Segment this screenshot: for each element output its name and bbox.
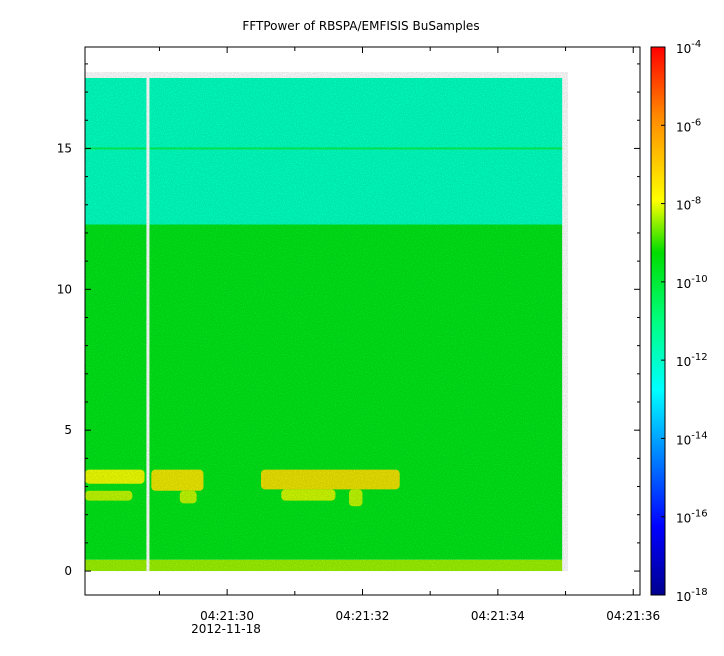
texture-overlay: [85, 72, 568, 571]
colorbar-tick-label: 10-4: [676, 39, 701, 56]
x-date-label: 2012-11-18: [191, 622, 261, 636]
colorbar-tick-label: 10-8: [676, 196, 701, 213]
y-axis: 0 5 10 15: [57, 63, 640, 578]
colorbar-tick-label: 10-6: [676, 117, 701, 134]
colorbar-tick-label: 10-10: [676, 274, 708, 291]
x-axis: 04:21:30 04:21:32 04:21:34 04:21:36: [158, 47, 660, 623]
colorbar: [650, 46, 666, 596]
y-tick-label: 5: [64, 423, 72, 437]
y-tick-label: 15: [57, 141, 72, 155]
x-tick-label: 04:21:32: [336, 609, 390, 623]
chart-title: FFTPower of RBSPA/EMFISIS BuSamples: [242, 19, 479, 33]
colorbar-tick-label: 10-14: [676, 430, 708, 447]
colorbar-tick-label: 10-18: [676, 587, 708, 604]
x-tick-label: 04:21:30: [200, 609, 254, 623]
colorbar-axis: 10-4 10-6 10-8 10-10 10-12 10-14 10-16 10-18: [661, 39, 708, 604]
colorbar-tick-label: 10-12: [676, 352, 708, 369]
x-tick-label: 04:21:34: [471, 609, 525, 623]
colorbar-tick-label: 10-16: [676, 509, 708, 526]
y-tick-label: 10: [57, 282, 72, 296]
x-tick-label: 04:21:36: [606, 609, 660, 623]
y-tick-label: 0: [64, 564, 72, 578]
